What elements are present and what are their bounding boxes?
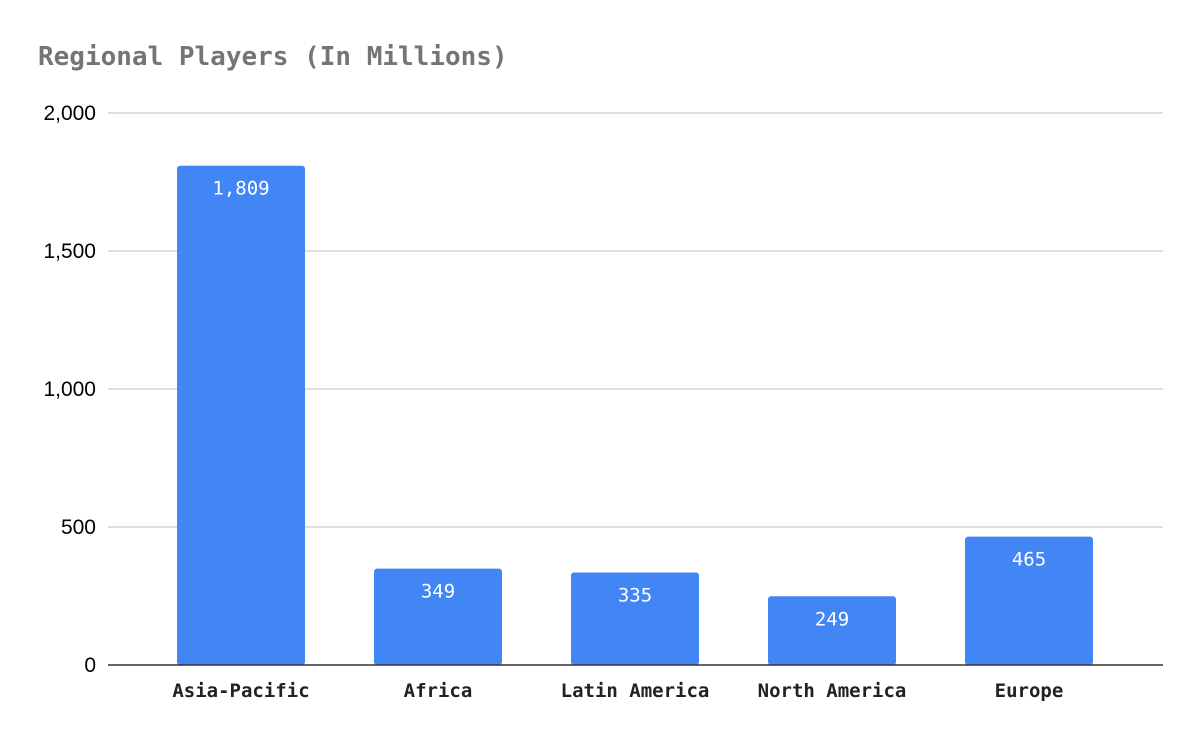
x-tick-label: Africa bbox=[404, 680, 473, 702]
y-tick-label: 2,000 bbox=[43, 102, 96, 125]
y-tick-label: 500 bbox=[61, 516, 96, 539]
data-label: 465 bbox=[1012, 549, 1046, 571]
bar bbox=[177, 165, 305, 665]
bar bbox=[374, 568, 502, 665]
bars bbox=[177, 165, 1093, 665]
data-label: 249 bbox=[815, 608, 849, 630]
data-label: 335 bbox=[618, 585, 652, 607]
bar bbox=[571, 572, 699, 665]
y-tick-label: 0 bbox=[84, 654, 96, 677]
y-tick-label: 1,000 bbox=[43, 378, 96, 401]
x-tick-label: North America bbox=[758, 680, 907, 702]
x-tick-label: Asia-Pacific bbox=[172, 680, 309, 702]
bar bbox=[965, 536, 1093, 665]
x-tick-label: Europe bbox=[995, 680, 1064, 702]
bar bbox=[768, 596, 896, 665]
x-tick-label: Latin America bbox=[561, 680, 710, 702]
data-label: 1,809 bbox=[212, 178, 269, 200]
y-tick-label: 1,500 bbox=[43, 240, 96, 263]
data-label: 349 bbox=[421, 581, 455, 603]
data-labels: 1,809 349 335 249 465 bbox=[212, 178, 1046, 631]
x-axis-tick-labels: Asia-Pacific Africa Latin America North Ame… bbox=[172, 680, 1063, 702]
chart-title: Regional Players (In Millions) bbox=[38, 42, 508, 72]
y-axis-tick-labels: 0 500 1,000 1,500 2,000 bbox=[43, 102, 96, 677]
